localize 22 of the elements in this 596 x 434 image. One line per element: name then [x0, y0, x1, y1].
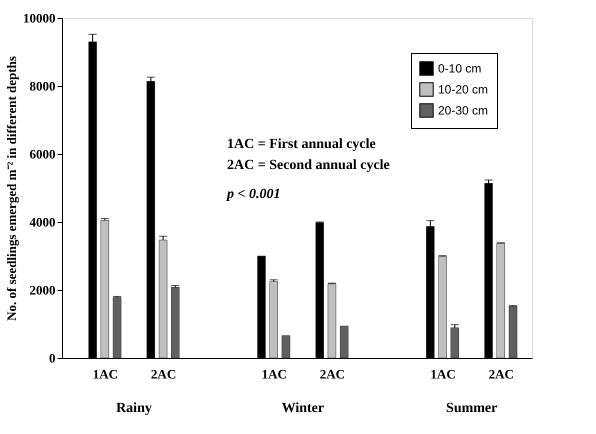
- y-tick-label: 4000: [30, 214, 56, 230]
- legend-label: 0-10 cm: [438, 62, 482, 76]
- y-tick-label: 8000: [30, 78, 56, 94]
- y-tick-label: 6000: [30, 146, 56, 162]
- text: Summer: [446, 401, 498, 416]
- y-tick-label: 10000: [23, 10, 56, 26]
- text: Rainy: [116, 401, 152, 416]
- x-tick-label: 2AC: [488, 366, 514, 382]
- y-tick-label: 0: [49, 350, 56, 366]
- legend-label: 20-30 cm: [438, 104, 488, 118]
- annotation: p < 0.001: [226, 187, 280, 202]
- x-tick-label: 2AC: [320, 366, 346, 382]
- x-tick-label: 1AC: [430, 366, 456, 382]
- text: Winter: [282, 401, 324, 416]
- x-tick-label: 2AC: [150, 366, 176, 382]
- x-tick-label: 1AC: [262, 366, 287, 382]
- annotation: 2AC = Second annual cycle: [227, 158, 390, 173]
- annotation: 1AC = First annual cycle: [227, 137, 376, 152]
- legend-label: 10-20 cm: [438, 82, 488, 96]
- y-tick-label: 2000: [30, 282, 56, 298]
- x-tick-label: 1AC: [92, 366, 118, 382]
- y-axis-title: No. of seedlings emerged m⁻² in different depths: [4, 56, 19, 321]
